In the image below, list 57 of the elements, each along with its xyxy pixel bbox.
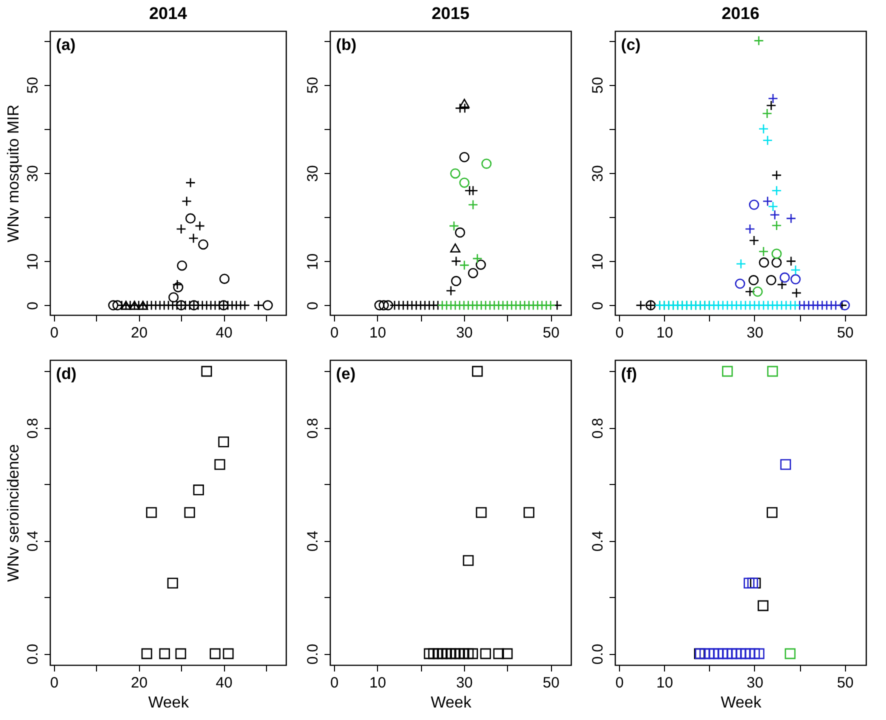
y-tick-label: 0 xyxy=(304,302,322,310)
y-tick-label: 0.0 xyxy=(24,644,42,665)
x-tick-label: 0 xyxy=(615,674,624,692)
y-tick-label: 0.8 xyxy=(304,418,322,439)
y-tick-label: 0 xyxy=(590,302,606,310)
annotation: (b) xyxy=(336,37,356,54)
x-tick-label: 10 xyxy=(369,324,386,342)
y-tick-label: 0.4 xyxy=(590,530,606,552)
x-tick-label: 30 xyxy=(746,674,764,692)
y-tick-label: 30 xyxy=(304,165,322,182)
x-tick-label: 20 xyxy=(130,674,148,692)
x-tick-label: 50 xyxy=(542,324,560,342)
annotation: (d) xyxy=(56,366,76,383)
x-tick-label: 0 xyxy=(50,324,58,342)
chart-title: 2015 xyxy=(432,4,470,23)
x-tick-label: 10 xyxy=(656,674,674,692)
x-tick-label: 10 xyxy=(369,674,386,692)
annotation: (e) xyxy=(336,366,356,383)
x-tick-label: 0 xyxy=(615,324,624,342)
x-axis-title: Week xyxy=(720,694,762,712)
x-tick-label: 50 xyxy=(836,674,854,692)
y-tick-label: 50 xyxy=(24,76,42,94)
x-tick-label: 50 xyxy=(836,324,854,342)
y-tick-label: 10 xyxy=(590,253,606,270)
annotation: (f) xyxy=(621,366,637,383)
y-axis-title: WNv seroincidence xyxy=(6,444,22,582)
x-axis-title: Week xyxy=(148,694,190,712)
y-tick-label: 10 xyxy=(24,253,42,270)
y-tick-label: 10 xyxy=(304,253,322,270)
x-tick-label: 50 xyxy=(542,674,560,692)
x-tick-label: 0 xyxy=(330,674,339,692)
y-tick-label: 30 xyxy=(24,165,42,182)
x-tick-label: 10 xyxy=(656,324,674,342)
y-tick-label: 0.4 xyxy=(304,530,322,552)
x-tick-label: 20 xyxy=(130,324,148,342)
chart-title: 2014 xyxy=(149,4,188,23)
x-tick-label: 30 xyxy=(456,324,473,342)
x-tick-label: 40 xyxy=(216,674,232,692)
y-tick-label: 50 xyxy=(590,76,606,94)
chart-title: 2016 xyxy=(722,4,760,23)
x-tick-label: 30 xyxy=(746,324,764,342)
y-tick-label: 50 xyxy=(304,76,322,94)
x-tick-label: 30 xyxy=(456,674,473,692)
y-tick-label: 0 xyxy=(24,302,42,310)
annotation: (c) xyxy=(621,37,641,54)
y-tick-label: 0.4 xyxy=(24,530,42,552)
annotation: (a) xyxy=(56,37,76,54)
y-tick-label: 0.0 xyxy=(590,644,606,665)
y-tick-label: 0.0 xyxy=(304,644,322,665)
x-tick-label: 0 xyxy=(330,324,339,342)
x-tick-label: 40 xyxy=(216,324,232,342)
x-tick-label: 0 xyxy=(50,674,58,692)
y-tick-label: 0.8 xyxy=(24,418,42,439)
y-axis-title: WNv mosquito MIR xyxy=(6,104,22,242)
y-tick-label: 0.8 xyxy=(590,418,606,439)
x-axis-title: Week xyxy=(430,694,472,712)
y-tick-label: 30 xyxy=(590,165,606,182)
